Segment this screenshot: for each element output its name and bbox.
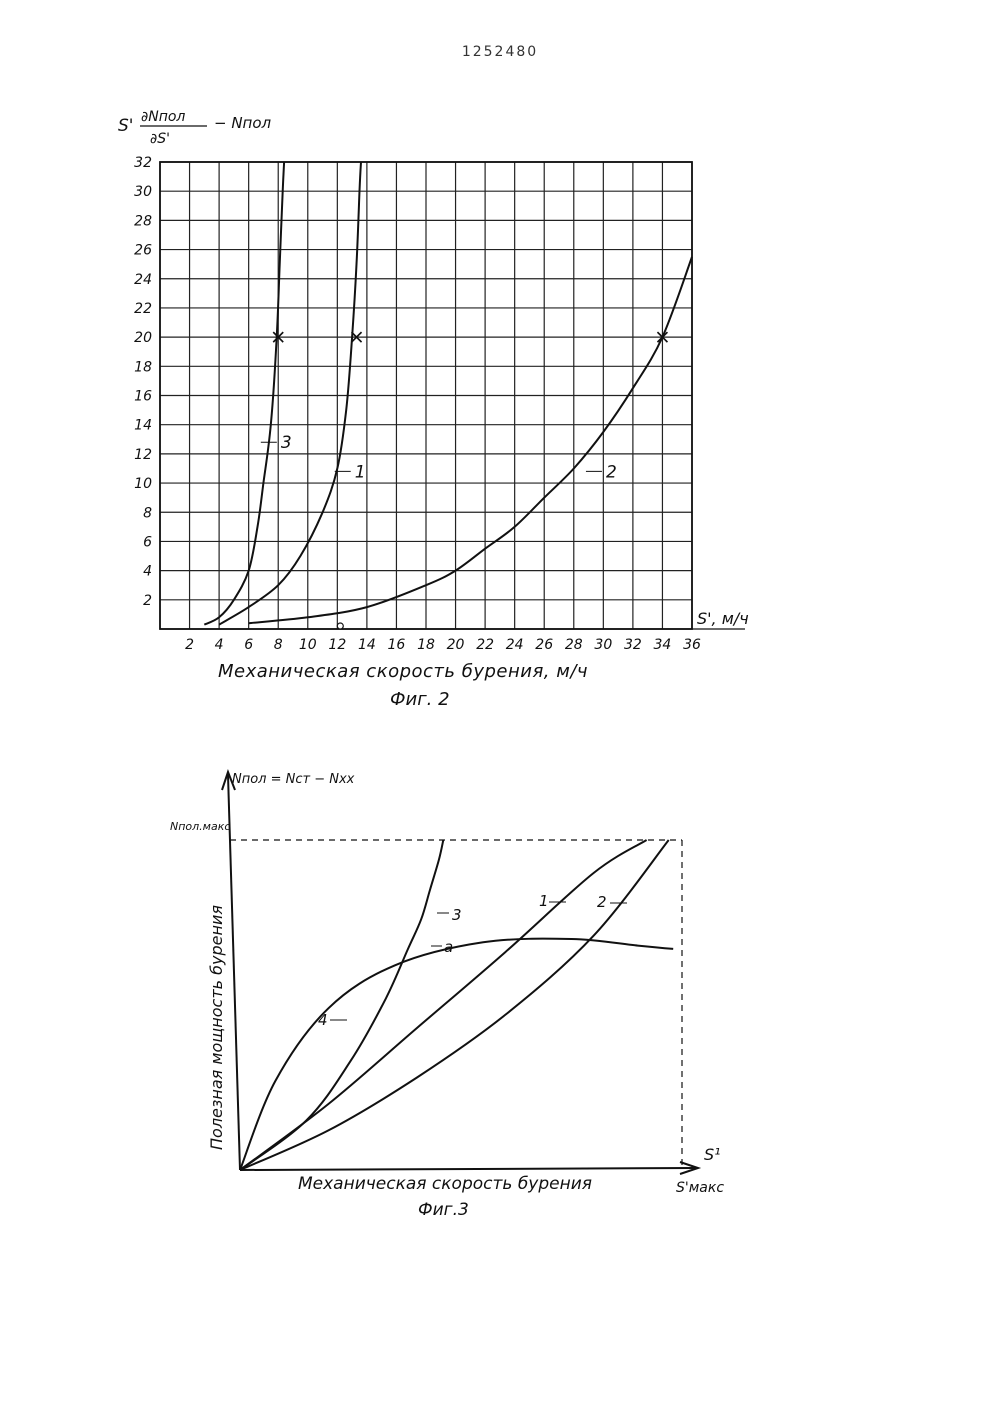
fig3-series-label-4: 4: [318, 1011, 328, 1029]
fig3-ylabel: Полезная мощность бурения: [207, 905, 226, 1150]
fig3-x-max-label: S'макс: [676, 1180, 724, 1196]
fig3-series-3-line: [240, 840, 443, 1170]
fig3-series-2-line: [240, 840, 669, 1170]
fig3-series-1-line: [240, 840, 647, 1170]
fig3-x-axis-symbol: S¹: [704, 1145, 721, 1164]
fig3-series-4-line: [240, 939, 673, 1170]
fig3-y-axis: [228, 775, 240, 1170]
fig3-y-max-label: Nпол.макс: [170, 820, 230, 833]
fig3-series-label-3: 3: [452, 906, 462, 924]
fig3-xlabel: Механическая скорость бурения: [298, 1174, 592, 1194]
fig3-annotation-a: a: [444, 938, 453, 956]
fig3-y-axis-symbol: Nпол = Nст − Nхх: [232, 772, 355, 787]
fig3-caption: Фиг.3: [418, 1200, 469, 1220]
fig3-series-label-1: 1: [539, 892, 549, 910]
fig3-curves: [240, 840, 673, 1170]
fig3-series-label-2: 2: [597, 893, 607, 911]
fig3-x-axis: [240, 1168, 695, 1170]
